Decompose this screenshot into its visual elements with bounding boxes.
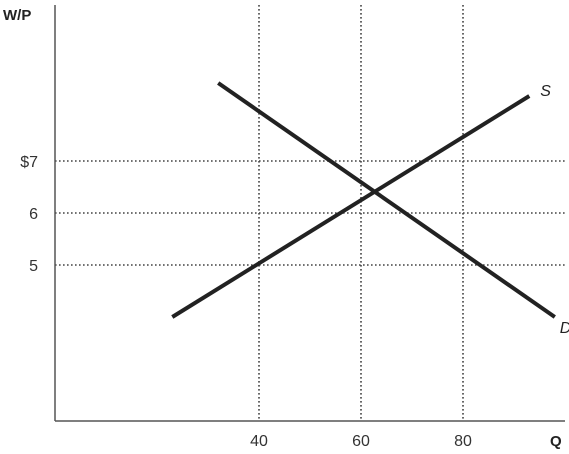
- supply-curve: [171, 94, 531, 319]
- demand-curve: [217, 81, 556, 319]
- x-tick-label: 40: [250, 433, 268, 450]
- x-axis-title: Q: [550, 433, 562, 450]
- tick-labels: 40 60 80 $7 6 5: [20, 154, 472, 450]
- curves: [171, 81, 556, 319]
- y-tick-label: $7: [20, 154, 38, 171]
- curve-labels: SD: [540, 83, 569, 337]
- supply-curve-label: S: [540, 83, 551, 100]
- dotted-guide-lines: [55, 5, 565, 421]
- x-tick-label: 60: [352, 433, 370, 450]
- demand-curve-label: D: [560, 320, 569, 337]
- y-tick-label: 5: [29, 258, 38, 275]
- x-tick-label: 80: [454, 433, 472, 450]
- y-tick-label: 6: [29, 206, 38, 223]
- y-axis-title: W/P: [3, 7, 31, 24]
